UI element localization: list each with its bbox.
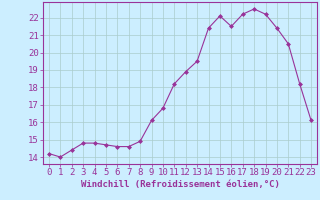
X-axis label: Windchill (Refroidissement éolien,°C): Windchill (Refroidissement éolien,°C) xyxy=(81,180,279,189)
